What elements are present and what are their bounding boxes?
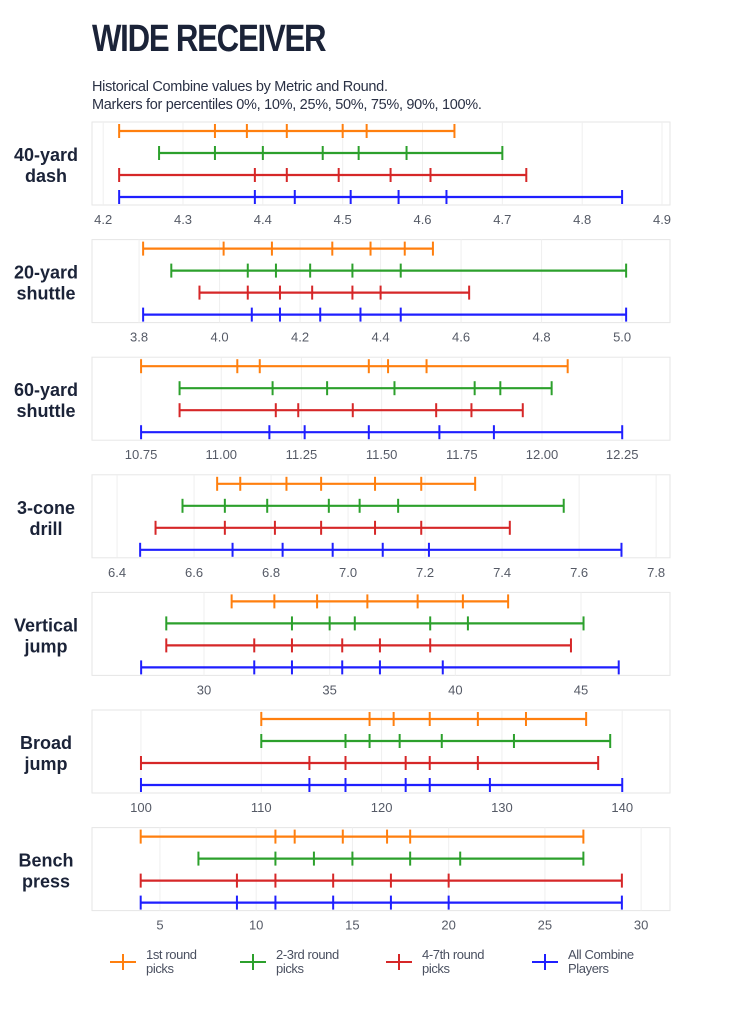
tick-label: 11.00: [205, 447, 237, 462]
metric-label: jump: [24, 754, 68, 774]
tick-label: 20: [441, 918, 455, 933]
tick-label: 5: [156, 918, 163, 933]
tick-label: 6.6: [185, 565, 203, 580]
tick-label: 4.6: [452, 330, 470, 345]
plot-frame: [91, 356, 671, 441]
tick-label: 4.9: [653, 212, 671, 227]
tick-label: 4.0: [211, 330, 229, 345]
subtitle-line-1: Historical Combine values by Metric and …: [92, 79, 388, 95]
chart-title: WIDE RECEIVER: [92, 18, 327, 60]
tick-label: 10.75: [125, 447, 158, 462]
tick-label: 4.6: [413, 212, 431, 227]
tick-label: 45: [574, 682, 588, 697]
tick-label: 12.00: [526, 447, 559, 462]
metric-label: press: [22, 872, 70, 892]
tick-label: 25: [538, 918, 552, 933]
tick-label: 15: [345, 918, 359, 933]
legend-item-all-combine: All Combine Players: [532, 948, 648, 976]
metric-label: Bench: [18, 851, 73, 871]
tick-label: 140: [611, 800, 633, 815]
legend-label-line1: 2-3rd round: [276, 947, 339, 962]
tick-label: 6.8: [262, 565, 280, 580]
legend-label-line1: 4-7th round: [422, 947, 485, 962]
tick-label: 7.4: [493, 565, 511, 580]
metric-label: shuttle: [16, 284, 75, 304]
tick-label: 120: [371, 800, 393, 815]
plot-frame: [91, 591, 671, 676]
metric-label: jump: [24, 636, 68, 656]
legend-label-line1: 1st round: [146, 947, 197, 962]
tick-label: 11.50: [366, 447, 398, 462]
tick-label: 130: [491, 800, 513, 815]
tick-label: 35: [322, 682, 336, 697]
tick-label: 12.25: [606, 447, 639, 462]
legend-item-1st-round: 1st round picks: [110, 948, 226, 976]
metric-label: 20-yard: [14, 263, 78, 283]
legend-marker-icon: [386, 954, 412, 970]
tick-label: 4.4: [372, 330, 390, 345]
tick-label: 7.8: [647, 565, 665, 580]
plot-frame: [91, 474, 671, 559]
tick-label: 7.0: [339, 565, 357, 580]
tick-label: 6.4: [108, 565, 126, 580]
legend-marker-icon: [110, 954, 136, 970]
metric-label: 3-cone: [17, 498, 75, 518]
metric-label: drill: [29, 519, 62, 539]
metric-label: Broad: [20, 733, 72, 753]
tick-label: 4.5: [334, 212, 352, 227]
legend-item-4-7th-round: 4-7th round picks: [386, 948, 502, 976]
tick-label: 5.0: [613, 330, 631, 345]
plot-frame: [91, 827, 671, 912]
tick-label: 110: [251, 800, 272, 815]
legend-label-line2: picks: [422, 961, 450, 976]
plot-frame: [91, 709, 671, 794]
legend-label-line2: Players: [568, 961, 609, 976]
tick-label: 7.6: [570, 565, 588, 580]
legend-label-line1: All Combine: [568, 947, 634, 962]
metric-label: shuttle: [16, 401, 75, 421]
tick-label: 4.4: [254, 212, 272, 227]
metric-label: Vertical: [14, 615, 78, 635]
subtitle-line-2: Markers for percentiles 0%, 10%, 25%, 50…: [92, 97, 482, 113]
legend-item-2-3rd-round: 2-3rd round picks: [240, 948, 356, 976]
tick-label: 40: [448, 682, 462, 697]
tick-label: 4.3: [174, 212, 192, 227]
tick-label: 11.75: [446, 447, 478, 462]
tick-label: 3.8: [130, 330, 148, 345]
tick-label: 4.2: [291, 330, 309, 345]
tick-label: 100: [130, 800, 152, 815]
tick-label: 7.2: [416, 565, 434, 580]
tick-label: 4.7: [493, 212, 511, 227]
legend-label-line2: picks: [276, 961, 304, 976]
tick-label: 30: [197, 682, 211, 697]
tick-label: 4.8: [533, 330, 551, 345]
legend-marker-icon: [532, 954, 558, 970]
metric-label: dash: [25, 166, 67, 186]
tick-label: 11.25: [286, 447, 318, 462]
tick-label: 30: [634, 918, 648, 933]
tick-label: 10: [249, 918, 263, 933]
plot-frame: [91, 121, 671, 206]
metric-label: 60-yard: [14, 380, 78, 400]
legend-marker-icon: [240, 954, 266, 970]
tick-label: 4.2: [94, 212, 112, 227]
tick-label: 4.8: [573, 212, 591, 227]
legend-label-line2: picks: [146, 961, 174, 976]
metric-label: 40-yard: [14, 145, 78, 165]
